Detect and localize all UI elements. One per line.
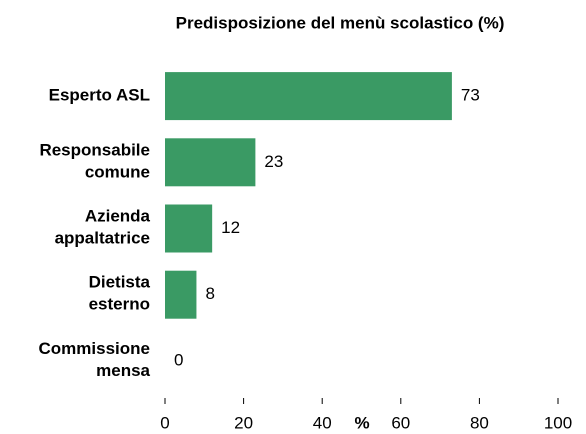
chart-title: Predisposizione del menù scolastico (%) [176,13,505,32]
bar [165,72,452,121]
value-label: 8 [205,284,214,303]
x-axis-label: % [354,413,369,432]
value-label: 0 [174,350,183,369]
bar [165,204,213,253]
y-tick-label: Responsabile comune [39,141,150,182]
x-tick-label: 100 [544,413,572,432]
y-tick-label: Dietista esterno [89,273,151,314]
x-tick-label: 40 [313,413,332,432]
value-label: 12 [221,218,240,237]
y-tick-label: Commissione mensa [39,339,151,380]
value-label: 23 [264,152,283,171]
x-tick-label: 20 [234,413,253,432]
value-label: 73 [461,86,480,105]
bar [165,270,197,319]
y-tick-label: Azienda appaltatrice [55,207,151,248]
bar [165,138,256,187]
x-tick-label: 60 [391,413,410,432]
x-tick-label: 80 [470,413,489,432]
x-tick-label: 0 [160,413,169,432]
y-tick-label: Esperto ASL [49,86,150,105]
